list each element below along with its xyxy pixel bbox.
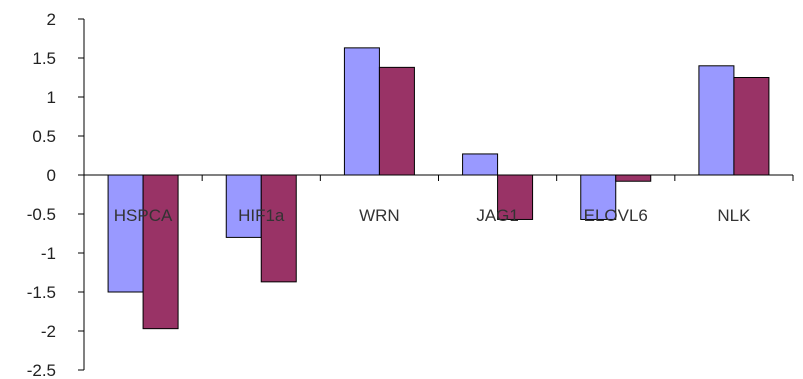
- category-label: HIF1a: [238, 206, 285, 225]
- y-tick-label: -2: [41, 322, 56, 341]
- bar-series-2-elovl6: [615, 174, 652, 182]
- y-tick-label: 1: [47, 88, 56, 107]
- bar-series-2-jag1: [497, 174, 534, 220]
- bar-series-2-nlk: [733, 77, 770, 176]
- bar-series-1-elovl6: [580, 174, 617, 220]
- y-tick-label: -2.5: [27, 361, 56, 379]
- category-label: WRN: [359, 206, 400, 225]
- bar-series-1-hif1a: [225, 174, 262, 238]
- y-axis: 2 1.5 1 0.5 0 -0.5 -1 -1.5 -2 -2.5: [27, 10, 85, 379]
- bar-series-2-wrn: [378, 66, 415, 176]
- bar-series-2-hif1a: [260, 174, 297, 283]
- y-tick-label: 2: [47, 10, 56, 29]
- category-label: NLK: [717, 206, 751, 225]
- category-labels: HSPCA HIF1a WRN JAG1 ELOVL6 NLK: [114, 206, 751, 225]
- category-label: HSPCA: [114, 206, 173, 225]
- bar-series-2-hspca: [142, 174, 179, 330]
- y-tick-label: -1.5: [27, 283, 56, 302]
- y-tick-label: 1.5: [32, 49, 56, 68]
- bar-series-1-hspca: [107, 174, 144, 293]
- x-axis: [83, 174, 794, 181]
- y-tick-label: -1: [41, 244, 56, 263]
- bar-series-1-wrn: [343, 47, 380, 176]
- y-tick-label: -0.5: [27, 205, 56, 224]
- y-tick-label: 0.5: [32, 127, 56, 146]
- category-label: ELOVL6: [584, 206, 648, 225]
- y-tick-label: 0: [47, 166, 56, 185]
- bar-series-1-nlk: [698, 65, 735, 176]
- bar-series-1-jag1: [462, 153, 499, 176]
- bar-series: [107, 47, 770, 330]
- category-label: JAG1: [476, 206, 519, 225]
